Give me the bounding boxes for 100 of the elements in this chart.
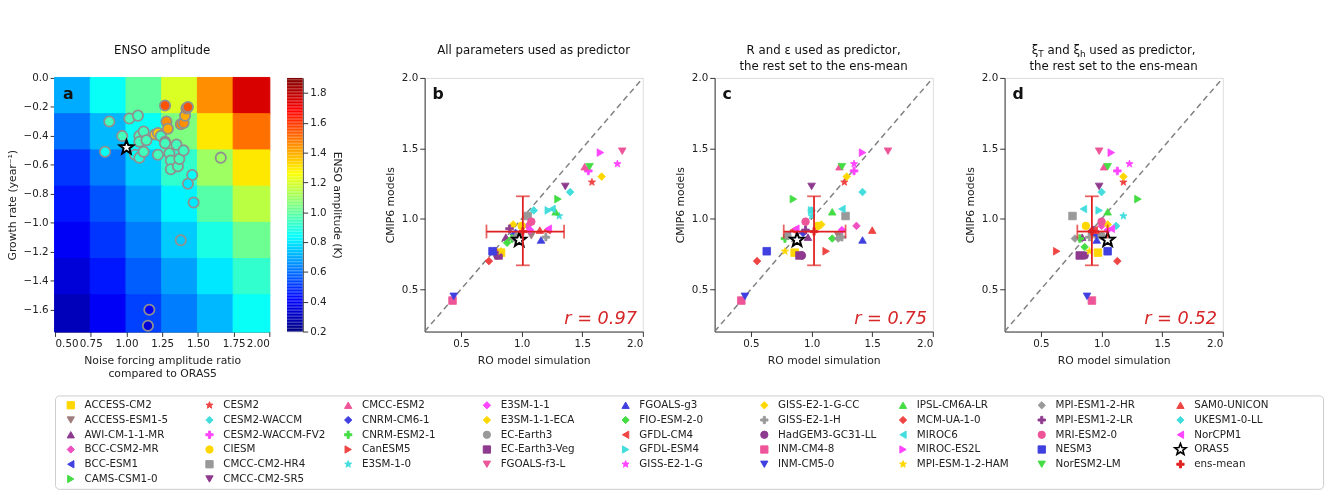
y-axis-title: CMIP6 models (383, 166, 397, 244)
legend-label: AWI-CM-1-1-MR (84, 427, 165, 440)
legend-label: MPI-ESM-1-2-HAM (916, 457, 1009, 470)
annotation: c (722, 83, 732, 103)
y-tick-label: 1.0 (401, 212, 419, 225)
x-tick-label: 1.0 (513, 336, 531, 349)
legend-label: MCM-UA-1-0 (916, 412, 981, 425)
color-bar-label: 1.0 (310, 205, 327, 218)
y-tick-label: −0.4 (23, 129, 49, 142)
legend-label: CNRM-ESM2-1 (361, 427, 436, 440)
x-tick-label: 2.0 (916, 336, 934, 349)
y-tick-label: −0.6 (23, 158, 49, 171)
legend-label: NorCPM1 (1194, 427, 1242, 440)
legend-label: BCC-ESM1 (84, 457, 139, 470)
x-tick-label: 0.5 (453, 336, 470, 349)
color-bar-label: 0.2 (310, 324, 327, 337)
y-tick-label: 2.0 (691, 71, 709, 84)
legend-label: CIESM (223, 442, 256, 455)
x-tick-label: 1.5 (1154, 336, 1171, 349)
y-axis-title: CMIP6 models (673, 166, 687, 244)
legend-label: NorESM2-LM (1055, 457, 1121, 470)
color-bar-label: 0.8 (310, 235, 327, 248)
x-axis-title: RO model simulation (767, 353, 881, 367)
color-bar-label: 0.4 (310, 295, 327, 308)
legend-label: BCC-CSM2-MR (84, 442, 159, 455)
legend-label: E3SM-1-1-ECA (500, 412, 575, 425)
y-tick-label: −1.0 (23, 216, 49, 229)
y-tick-label: 0.5 (981, 282, 999, 295)
annotation: r = 0.52 (1144, 307, 1217, 328)
legend-label: CAMS-CSM1-0 (84, 471, 158, 484)
color-bar-title: ENSO amplitude (K) (331, 151, 345, 259)
y-tick-label: −0.2 (23, 100, 49, 113)
y-tick-label: −1.6 (23, 303, 49, 316)
x-tick-label: 1.0 (1093, 336, 1111, 349)
legend-label: CMCC-CM2-HR4 (223, 457, 306, 470)
x-tick-label: 0.5 (1033, 336, 1050, 349)
legend-label: CanESM5 (361, 442, 411, 455)
x-tick-label: 1.5 (574, 336, 591, 349)
legend-label: CMCC-CM2-SR5 (223, 471, 305, 484)
legend-label: ens-mean (1194, 457, 1246, 470)
annotation: r = 0.97 (564, 307, 638, 328)
y-tick-label: 1.5 (691, 141, 709, 154)
legend-label: CESM2-WACCM (223, 412, 303, 425)
legend-label: CESM2 (223, 398, 259, 411)
color-bar-label: 1.4 (310, 145, 327, 158)
legend-label: INM-CM5-0 (778, 457, 835, 470)
legend-label: HadGEM3-GC31-LL (778, 427, 877, 440)
y-tick-label: −0.8 (23, 187, 49, 200)
x-tick-label: 0.50 (55, 336, 79, 349)
x-tick-label: 1.25 (151, 336, 175, 349)
y-tick-label: 1.5 (981, 141, 999, 154)
x-axis-title: Noise forcing amplitude ratio compared to ORAS5 (84, 353, 242, 380)
chart-title: R and ε used as predictor, the rest set to the ens-mean (739, 43, 908, 74)
y-tick-label: 0.5 (401, 282, 419, 295)
y-tick-label: 1.0 (981, 212, 999, 225)
legend-label: E3SM-1-0 (361, 457, 412, 470)
legend-label: FGOALS-g3 (639, 398, 698, 411)
legend-label: EC-Earth3-Veg (500, 442, 575, 455)
annotation: a (62, 83, 74, 103)
legend-label: MPI-ESM1-2-HR (1055, 398, 1135, 411)
y-axis-title: Growth rate (year⁻¹) (5, 150, 19, 261)
x-tick-label: 2.00 (246, 336, 270, 349)
legend-label: SAM0-UNICON (1194, 398, 1269, 411)
legend-label: CMCC-ESM2 (361, 398, 425, 411)
legend-label: GISS-E2-1-G (639, 457, 703, 470)
y-tick-label: 1.5 (401, 141, 419, 154)
y-axis-title: CMIP6 models (963, 166, 977, 244)
color-bar-label: 0.6 (310, 265, 327, 278)
y-tick-label: 0.0 (32, 71, 49, 84)
legend-label: MIROC-ES2L (916, 442, 981, 455)
legend-label: ACCESS-ESM1-5 (84, 412, 168, 425)
legend-label: GFDL-ESM4 (639, 442, 700, 455)
x-tick-label: 2.0 (626, 336, 644, 349)
color-bar-label: 1.2 (310, 175, 327, 188)
annotation: r = 0.75 (854, 307, 927, 328)
y-tick-label: −1.4 (23, 274, 49, 287)
x-tick-label: 1.75 (222, 336, 246, 349)
x-tick-label: 1.0 (803, 336, 821, 349)
y-tick-label: 2.0 (981, 71, 999, 84)
chart-title: All parameters used as predictor (437, 43, 631, 58)
legend-label: ORAS5 (1194, 442, 1230, 455)
y-tick-label: 1.0 (691, 212, 709, 225)
legend-label: IPSL-CM6A-LR (916, 398, 989, 411)
legend-label: E3SM-1-1 (500, 398, 550, 411)
annotation: d (1012, 83, 1024, 103)
x-tick-label: 1.00 (115, 336, 139, 349)
x-tick-label: 1.50 (186, 336, 210, 349)
y-tick-label: −1.2 (23, 245, 49, 258)
x-tick-label: 0.75 (79, 336, 103, 349)
annotation: b (432, 83, 444, 103)
legend-label: NESM3 (1055, 442, 1092, 455)
legend-label: GFDL-CM4 (639, 427, 694, 440)
legend-label: MRI-ESM2-0 (1055, 427, 1118, 440)
legend-label: GISS-E2-1-G-CC (778, 398, 860, 411)
color-bar-label: 1.8 (310, 86, 327, 99)
color-bar-label: 1.6 (310, 116, 327, 129)
legend-label: UKESM1-0-LL (1194, 412, 1263, 425)
legend-label: CESM2-WACCM-FV2 (223, 427, 326, 440)
legend-label: MIROC6 (916, 427, 958, 440)
x-tick-label: 0.5 (743, 336, 760, 349)
